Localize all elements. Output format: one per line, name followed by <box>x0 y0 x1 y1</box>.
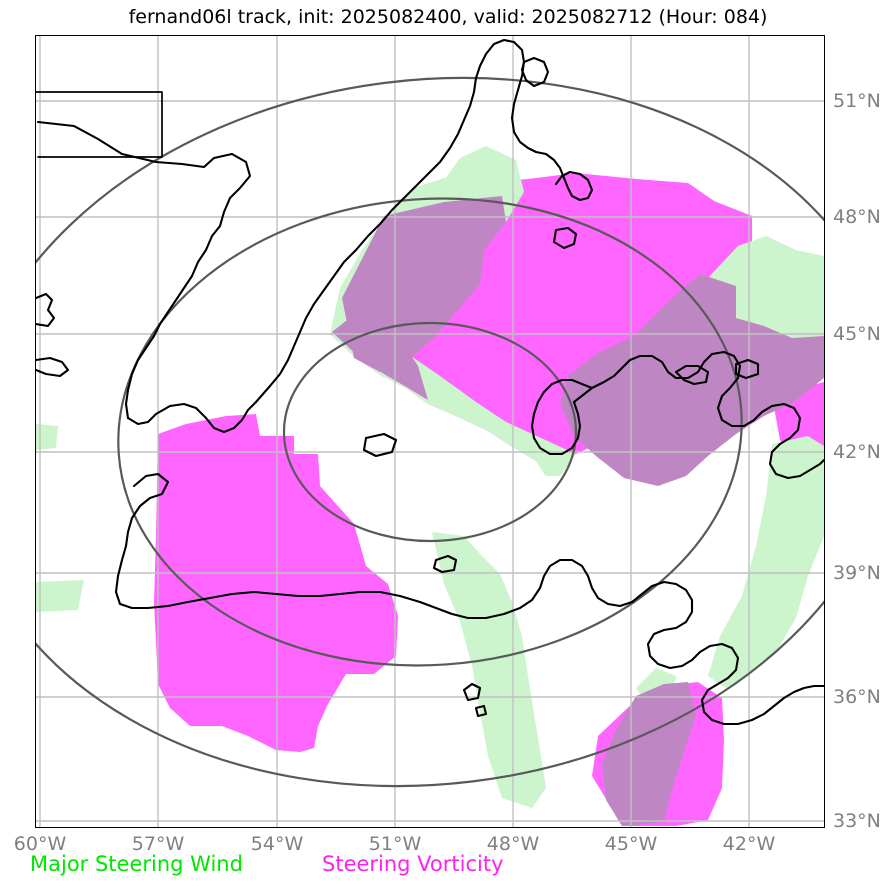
track-spread-contours <box>36 76 824 788</box>
x-tick-57w: 57°W <box>131 833 185 855</box>
x-tick-42w: 42°W <box>722 833 776 855</box>
x-tick-60w: 60°W <box>13 833 67 855</box>
x-tick-54w: 54°W <box>250 833 304 855</box>
y-tick-51n: 51°N <box>833 90 881 112</box>
coastline <box>36 38 824 726</box>
y-tick-39n: 39°N <box>833 562 881 584</box>
legend-item-steering-vorticity: Steering Vorticity <box>322 852 504 876</box>
y-tick-45n: 45°N <box>833 323 881 345</box>
figure-legend: Major Steering Wind Steering Vorticity <box>0 852 896 886</box>
x-tick-45w: 45°W <box>604 833 658 855</box>
x-tick-51w: 51°W <box>368 833 422 855</box>
x-tick-48w: 48°W <box>486 833 540 855</box>
y-tick-33n: 33°N <box>833 810 881 832</box>
map-plot-area[interactable] <box>35 35 825 828</box>
legend-item-major-steering-wind: Major Steering Wind <box>30 852 243 876</box>
page-title: fernand06l track, init: 2025082400, vali… <box>128 6 768 28</box>
y-tick-48n: 48°N <box>833 206 881 228</box>
y-tick-36n: 36°N <box>833 686 881 708</box>
y-tick-42n: 42°N <box>833 441 881 463</box>
map-gridlines <box>36 36 824 827</box>
map-canvas <box>36 36 824 827</box>
